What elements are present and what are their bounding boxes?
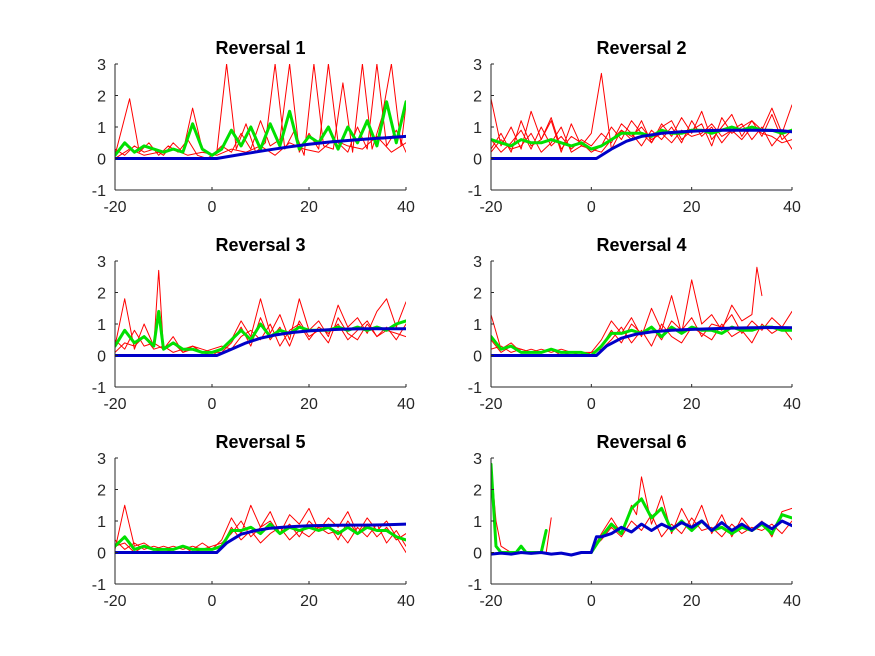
x-tick-label: 20 [683,593,701,610]
individual-series-line [115,269,406,356]
y-tick-label: 1 [473,514,482,531]
x-tick-label: 40 [783,396,801,413]
y-tick-label: 3 [473,254,482,271]
x-tick-label: -20 [479,396,502,413]
y-tick-label: 2 [473,286,482,303]
y-tick-label: 2 [97,483,106,500]
panel-title: Reversal 6 [596,432,686,452]
series-group [115,504,406,554]
individual-series-line [491,120,792,153]
panel-1: Reversal 1 -20 0 20 40 -1 0 1 2 3 [92,38,415,216]
mean-series-line [115,522,406,551]
individual-series-line [491,72,792,153]
y-tick-label: 0 [473,546,482,563]
y-tick-label: -1 [468,380,482,397]
x-tick-label: 20 [300,593,318,610]
series-group [115,64,406,160]
model-series-line [491,128,792,160]
y-tick-label: 1 [97,120,106,137]
individual-series-line [590,514,792,550]
y-tick-label: 0 [97,152,106,169]
x-tick-label: 0 [587,593,596,610]
y-tick-label: -1 [92,380,106,397]
panel-title: Reversal 2 [596,38,686,58]
panel-4: Reversal 4 -20 0 20 40 -1 0 1 2 3 [468,235,801,413]
y-tick-label: 3 [97,451,106,468]
y-tick-label: 0 [473,152,482,169]
x-tick-label: -20 [479,593,502,610]
y-tick-label: 0 [97,546,106,563]
x-tick-label: 40 [397,593,415,610]
y-tick-label: 3 [473,451,482,468]
x-tick-label: -20 [103,593,126,610]
individual-series-line [115,64,406,156]
y-tick-label: -1 [468,183,482,200]
x-tick-label: 20 [683,199,701,216]
x-tick-label: -20 [103,199,126,216]
y-tick-label: 2 [97,286,106,303]
panel-title: Reversal 4 [596,235,686,255]
y-tick-label: 3 [97,254,106,271]
x-tick-label: 0 [208,199,217,216]
series-group [491,462,792,557]
y-tick-label: 1 [97,514,106,531]
x-tick-label: 20 [300,396,318,413]
x-tick-label: 40 [397,396,415,413]
model-series-line [491,326,792,357]
y-tick-label: 1 [473,317,482,334]
y-tick-label: -1 [468,577,482,594]
y-tick-label: 3 [97,57,106,74]
series-group [491,72,792,160]
series-group [491,266,792,357]
mean-series-line [115,100,406,157]
y-tick-label: 2 [473,483,482,500]
y-tick-label: 1 [473,120,482,137]
individual-series-line [545,517,552,553]
individual-series-line [491,123,792,153]
y-tick-label: 3 [473,57,482,74]
x-tick-label: 40 [397,199,415,216]
x-tick-label: 0 [208,396,217,413]
y-tick-label: 2 [97,89,106,106]
y-tick-label: -1 [92,183,106,200]
panel-6: Reversal 6 -20 0 20 40 -1 0 1 2 3 [468,432,801,610]
panel-title: Reversal 1 [215,38,305,58]
x-tick-label: 0 [587,199,596,216]
individual-series-line [115,64,406,159]
panel-5: Reversal 5 -20 0 20 40 -1 0 1 2 3 [92,432,415,610]
x-tick-label: -20 [103,396,126,413]
y-tick-label: 0 [473,349,482,366]
y-tick-label: 2 [473,89,482,106]
individual-series-line [491,266,763,356]
panel-3: Reversal 3 -20 0 20 40 -1 0 1 2 3 [92,235,415,413]
panel-title: Reversal 5 [215,432,305,452]
series-group [115,269,406,357]
x-tick-label: 20 [300,199,318,216]
panel-title: Reversal 3 [215,235,305,255]
model-series-line [115,134,406,160]
model-series-line [491,519,792,557]
x-tick-label: -20 [479,199,502,216]
y-tick-label: 1 [97,317,106,334]
mean-series-line [491,325,792,357]
x-tick-label: 20 [683,396,701,413]
x-tick-label: 40 [783,199,801,216]
y-tick-label: -1 [92,577,106,594]
panel-2: Reversal 2 -20 0 20 40 -1 0 1 2 3 [468,38,801,216]
model-series-line [115,522,406,554]
model-series-line [115,327,406,357]
individual-series-line [590,476,792,553]
x-tick-label: 0 [587,396,596,413]
x-tick-label: 0 [208,593,217,610]
y-tick-label: 0 [97,349,106,366]
x-tick-label: 40 [783,593,801,610]
